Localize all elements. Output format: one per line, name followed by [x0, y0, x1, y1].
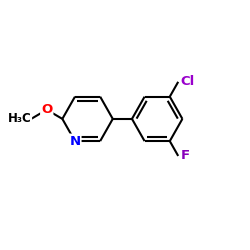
- Text: F: F: [180, 150, 190, 162]
- Text: O: O: [41, 103, 52, 116]
- Text: Cl: Cl: [180, 75, 195, 88]
- Text: H₃C: H₃C: [8, 112, 31, 126]
- Text: N: N: [70, 134, 80, 147]
